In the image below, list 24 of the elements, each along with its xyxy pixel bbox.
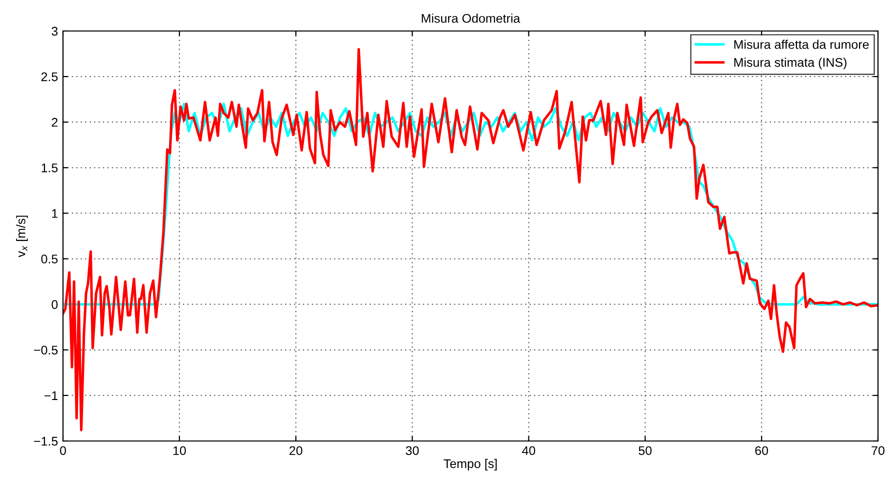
y-tick-label: 3: [52, 26, 58, 36]
x-tick-label: 70: [872, 446, 884, 456]
x-tick-label: 20: [290, 446, 302, 456]
x-tick-label: 0: [60, 446, 66, 456]
y-tick-label: 0.5: [41, 254, 58, 264]
legend-label: Misura affetta da rumore: [734, 40, 869, 49]
y-tick-label: 1: [52, 209, 58, 218]
x-axis-title: Tempo [s]: [444, 458, 497, 471]
line-series: [63, 48, 878, 432]
y-tick-label: 1.5: [42, 164, 58, 172]
y-tick-label: −0.5: [34, 346, 58, 355]
x-tick-label: 10: [173, 446, 186, 456]
y-tick-label: −1: [44, 391, 58, 400]
y-tick-label: 0: [52, 300, 58, 309]
y-axis-title: v$_{x}$ [m/s]: [16, 216, 28, 258]
chart-title: Misura Odometria: [422, 14, 520, 23]
x-tick-label: 30: [406, 446, 419, 456]
x-tick-label: 40: [522, 446, 536, 456]
legend-label: Misura stimata (INS): [734, 58, 846, 70]
x-tick-label: 50: [638, 446, 652, 456]
y-tick-label: 2.5: [41, 72, 58, 82]
y-tick-label: −1.5: [34, 436, 58, 446]
x-tick-label: 60: [755, 446, 768, 456]
y-tick-label: 2: [52, 118, 58, 127]
